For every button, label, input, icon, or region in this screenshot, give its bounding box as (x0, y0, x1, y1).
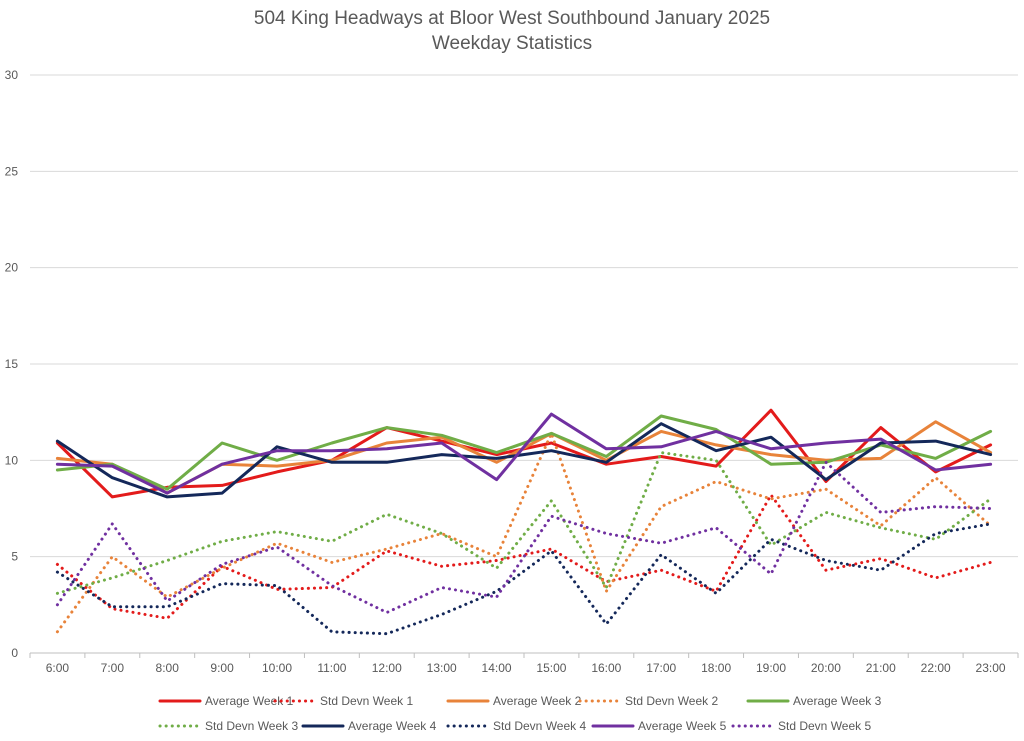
legend-label: Std Devn Week 5 (778, 719, 871, 733)
x-axis: 6:00 7:00 8:00 9:00 10:00 11:00 12:00 13:00 14:0… (29, 653, 1019, 675)
x-tick-label: 6:00 (46, 661, 70, 675)
y-tick-label: 0 (11, 646, 18, 660)
y-tick-label: 25 (5, 164, 19, 178)
x-tick-label: 21:00 (866, 661, 896, 675)
x-tick-label: 10:00 (262, 661, 292, 675)
x-tick-label: 17:00 (646, 661, 676, 675)
x-tick-label: 8:00 (156, 661, 180, 675)
x-tick-label: 23:00 (976, 661, 1006, 675)
series-line-7 (55, 422, 993, 499)
x-tick-label: 15:00 (536, 661, 566, 675)
x-tick-label: 19:00 (756, 661, 786, 675)
x-tick-label: 7:00 (101, 661, 125, 675)
series-group (55, 408, 993, 636)
x-tick-label: 9:00 (210, 661, 234, 675)
legend-label: Average Week 4 (348, 719, 437, 733)
series-line-9 (55, 412, 993, 495)
series-line-8 (55, 522, 993, 636)
x-tick-label: 22:00 (921, 661, 951, 675)
legend-label: Std Devn Week 2 (625, 694, 718, 708)
x-tick-label: 12:00 (372, 661, 402, 675)
legend-label: Std Devn Week 3 (205, 719, 298, 733)
series-line-5 (55, 414, 993, 491)
x-tick-label: 13:00 (427, 661, 457, 675)
series-line-2 (55, 493, 993, 620)
x-tick-label: 18:00 (701, 661, 731, 675)
legend-label: Std Devn Week 1 (320, 694, 413, 708)
series-line-10 (55, 460, 993, 614)
y-tick-label: 30 (5, 68, 19, 82)
chart-title: 504 King Headways at Bloor West Southbou… (253, 8, 771, 29)
legend-label: Average Week 5 (638, 719, 727, 733)
x-tick-label: 16:00 (591, 661, 621, 675)
series-line-4 (55, 431, 993, 634)
y-tick-label: 5 (11, 550, 18, 564)
series-line-6 (55, 451, 993, 595)
gridlines: 0 5 10 15 20 25 30 (5, 68, 1018, 660)
chart-title-block: 504 King Headways at Bloor West Southbou… (0, 6, 1024, 56)
legend-label: Average Week 2 (493, 694, 582, 708)
legend-label: Average Week 3 (793, 694, 882, 708)
chart-subtitle: Weekday Statistics (431, 33, 593, 54)
y-tick-label: 15 (5, 357, 19, 371)
y-tick-label: 20 (5, 261, 19, 275)
legend-label: Std Devn Week 4 (493, 719, 586, 733)
x-tick-label: 11:00 (317, 661, 346, 675)
x-tick-label: 14:00 (482, 661, 512, 675)
legend: Average Week 1 Std Devn Week 1 Average Wee… (158, 694, 882, 733)
legend-label: Average Week 1 (205, 694, 294, 708)
x-tick-label: 20:00 (811, 661, 841, 675)
y-tick-label: 10 (5, 453, 19, 467)
